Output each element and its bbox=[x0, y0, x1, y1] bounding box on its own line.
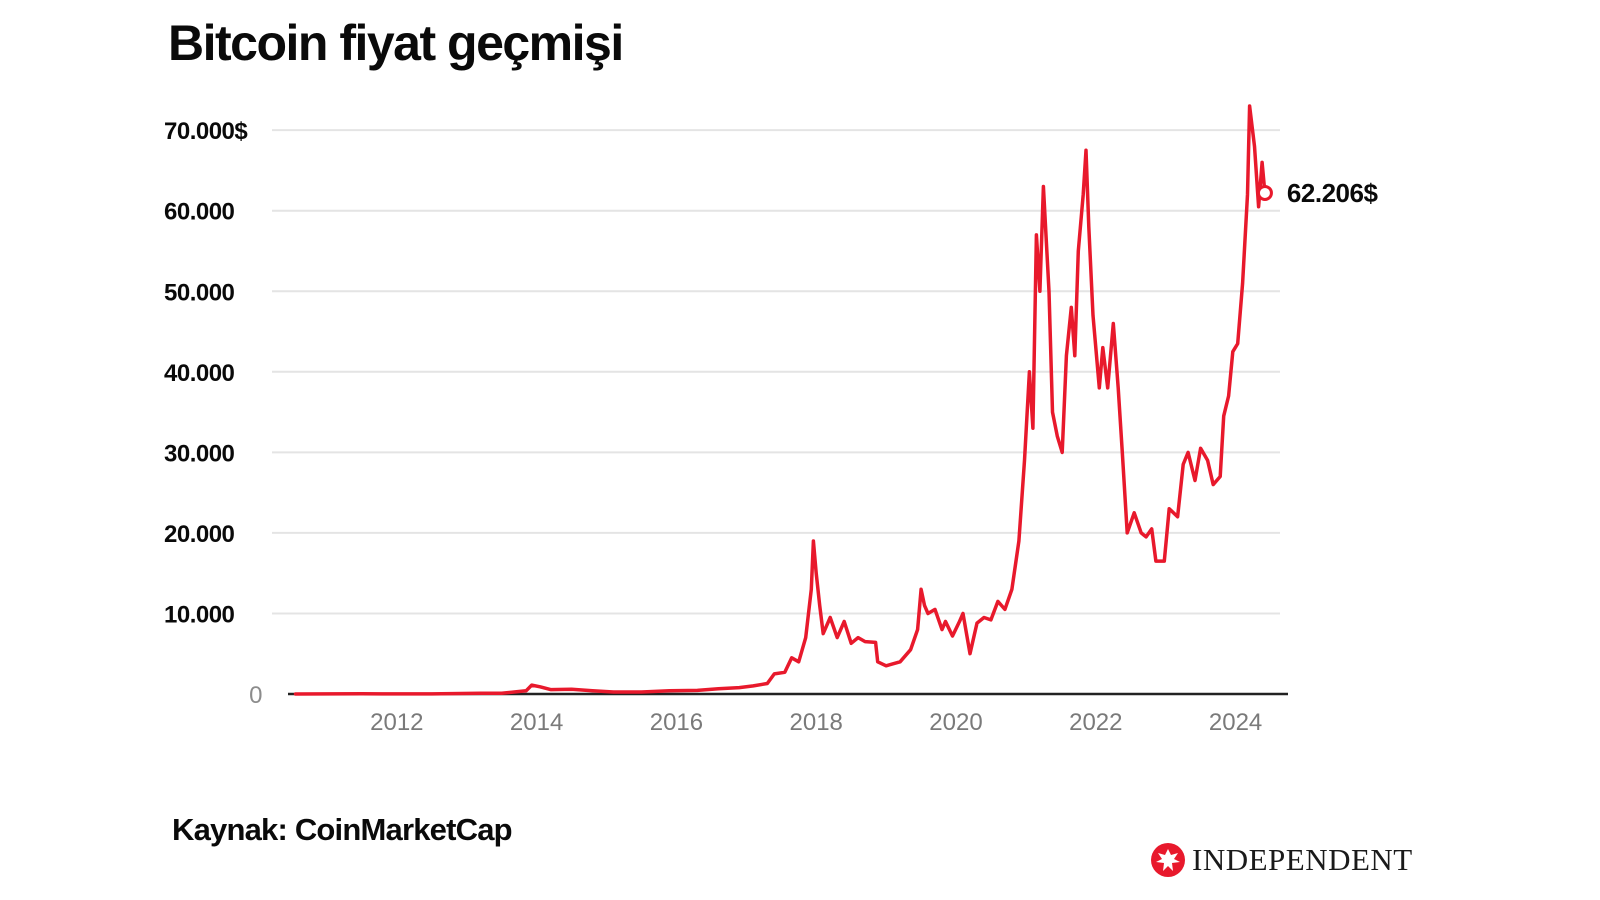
series-layer bbox=[293, 104, 1267, 696]
grid-lines bbox=[272, 129, 1280, 615]
x-tick-label: 2020 bbox=[929, 709, 982, 736]
eagle-logo-icon bbox=[1151, 843, 1185, 877]
x-tick-label: 2024 bbox=[1209, 709, 1262, 736]
y-tick-label: 50.000 bbox=[164, 279, 235, 306]
x-tick-label: 2014 bbox=[510, 709, 563, 736]
x-tick-label: 2022 bbox=[1069, 709, 1122, 736]
brand-logo: INDEPENDENT bbox=[1150, 842, 1413, 878]
y-axis-ticks: 0 10.000 20.000 30.000 40.000 50.000 60.000 70.… bbox=[164, 118, 263, 709]
x-tick-label: 2018 bbox=[790, 709, 843, 736]
y-tick-label: 70.000$ bbox=[164, 118, 248, 145]
x-tick-label: 2012 bbox=[370, 709, 423, 736]
y-tick-label: 30.000 bbox=[164, 440, 235, 467]
end-marker-layer: 62.206$ bbox=[1256, 178, 1379, 208]
x-tick-label: 2016 bbox=[650, 709, 703, 736]
y-tick-label: 10.000 bbox=[164, 601, 235, 628]
x-axis-ticks: 2012 2014 2016 2018 2020 2022 2024 bbox=[370, 709, 1262, 736]
y-tick-label: 0 bbox=[249, 682, 262, 709]
source-note: Kaynak: CoinMarketCap bbox=[172, 812, 513, 847]
y-tick-label: 40.000 bbox=[164, 360, 235, 387]
chart-title: Bitcoin fiyat geçmişi bbox=[168, 15, 624, 71]
end-point-marker bbox=[1256, 184, 1273, 201]
price-line bbox=[293, 104, 1267, 696]
brand-name: INDEPENDENT bbox=[1192, 842, 1413, 877]
y-tick-label: 60.000 bbox=[164, 199, 235, 226]
end-value-label: 62.206$ bbox=[1287, 178, 1379, 208]
y-tick-label: 20.000 bbox=[164, 521, 235, 548]
